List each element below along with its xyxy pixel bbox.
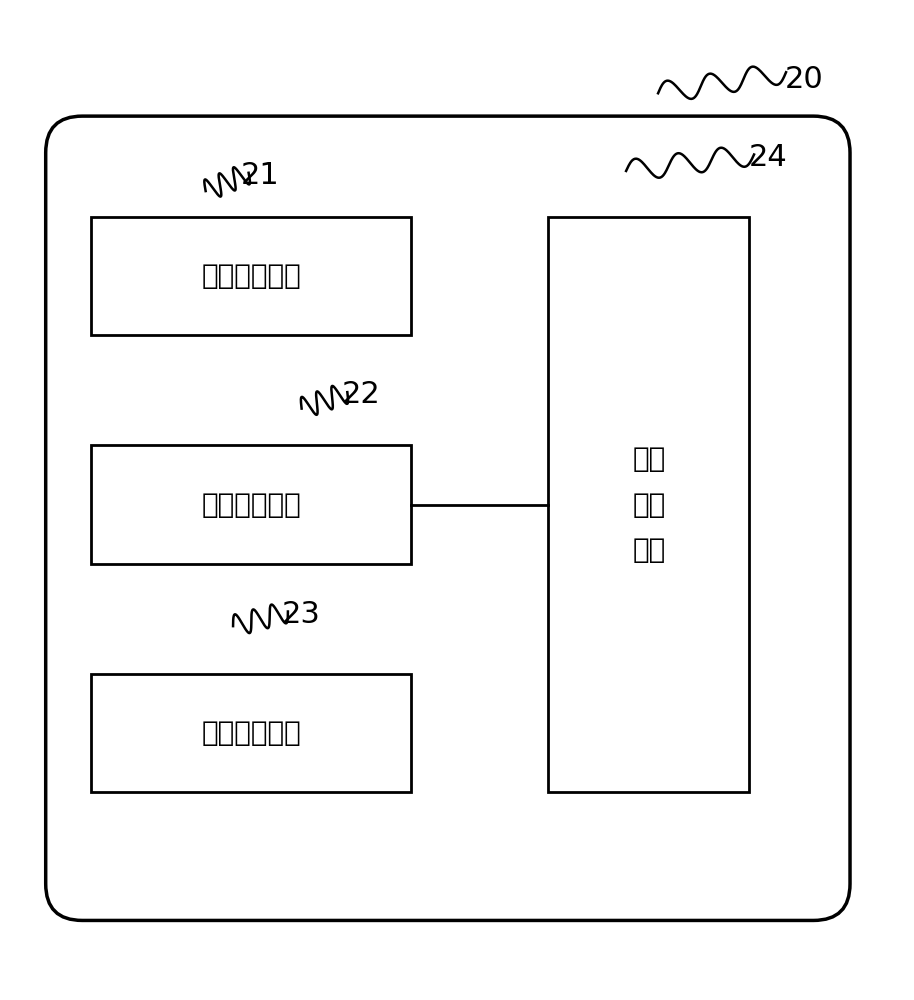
FancyBboxPatch shape [91, 445, 411, 564]
Text: 第二控制模块: 第二控制模块 [201, 491, 302, 519]
Text: 23: 23 [282, 600, 321, 629]
Text: 温度
读取
模块: 温度 读取 模块 [632, 445, 665, 564]
Text: 20: 20 [785, 65, 824, 94]
FancyBboxPatch shape [91, 674, 411, 792]
FancyBboxPatch shape [91, 217, 411, 335]
Text: 21: 21 [241, 161, 280, 190]
Text: 数据存储模块: 数据存储模块 [201, 719, 302, 747]
Text: 24: 24 [749, 143, 787, 172]
FancyBboxPatch shape [548, 217, 749, 792]
Text: 22: 22 [342, 380, 380, 409]
Text: 第一控制模块: 第一控制模块 [201, 262, 302, 290]
FancyBboxPatch shape [46, 116, 850, 920]
